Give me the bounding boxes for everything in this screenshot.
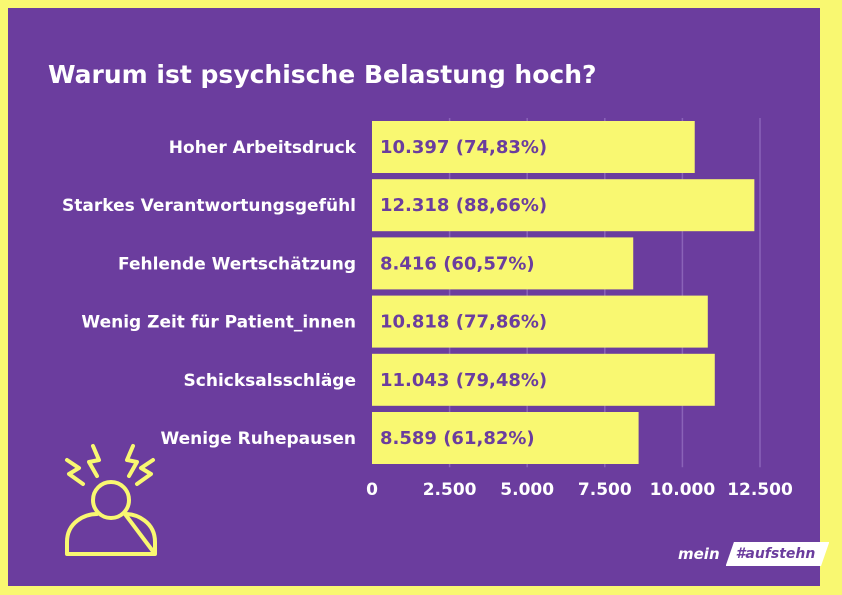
x-tick-label: 10.000 [650, 480, 716, 500]
bar [372, 412, 639, 464]
category-label: Starkes Verantwortungsgefühl [62, 196, 356, 216]
data-label: 10.397 (74,83%) [380, 137, 547, 158]
category-label: Wenige Ruhepausen [160, 429, 356, 449]
bar [372, 295, 708, 348]
stressed-person-icon [55, 438, 165, 568]
category-label: Fehlende Wertschätzung [118, 254, 356, 274]
x-tick-label: 2.500 [423, 480, 477, 500]
x-tick-label: 5.000 [500, 480, 554, 500]
data-label: 10.818 (77,86%) [380, 312, 547, 333]
logo-prefix: mein [678, 545, 720, 563]
data-label: 8.416 (60,57%) [380, 253, 535, 274]
data-label: 12.318 (88,66%) [380, 195, 547, 216]
data-label: 11.043 (79,48%) [380, 370, 547, 391]
data-label: 8.589 (61,82%) [380, 428, 535, 449]
logo-tag: #aufstehn [725, 542, 830, 566]
x-tick-label: 12.500 [727, 480, 793, 500]
category-label: Schicksalsschläge [184, 371, 356, 391]
x-tick-label: 0 [366, 480, 378, 500]
category-label: Wenig Zeit für Patient_innen [81, 313, 356, 333]
bar [372, 179, 755, 232]
brand-logo: mein #aufstehn [678, 542, 830, 566]
category-label: Hoher Arbeitsdruck [169, 138, 357, 158]
chart-title: Warum ist psychische Belastung hoch? [48, 60, 597, 89]
bar [372, 237, 634, 290]
x-tick-label: 7.500 [578, 480, 632, 500]
bar [372, 353, 715, 406]
bar [372, 121, 695, 173]
